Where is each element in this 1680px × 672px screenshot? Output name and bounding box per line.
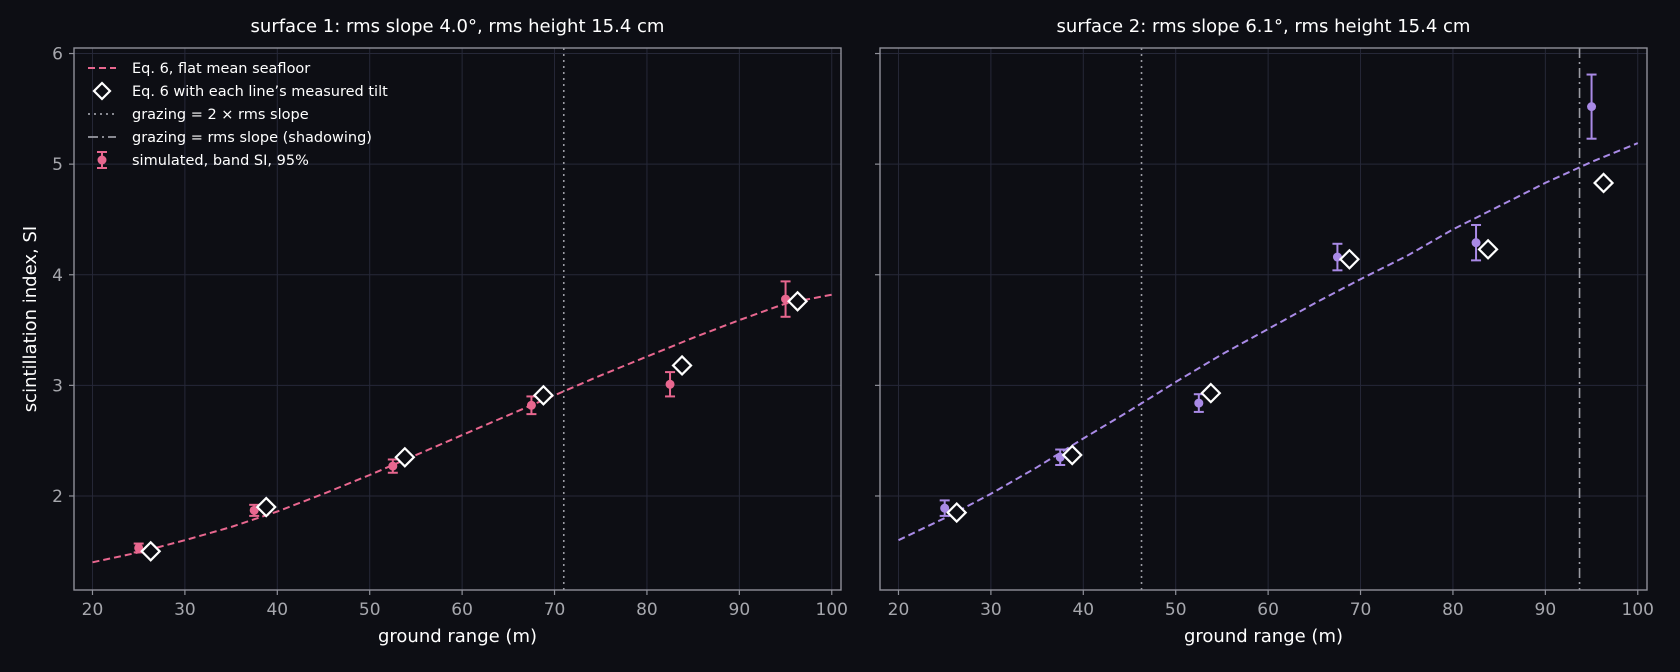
sim-point-4 xyxy=(1471,223,1482,262)
tilt-diamond-2 xyxy=(394,446,416,468)
axes-frame-surface-2 xyxy=(879,47,1648,591)
x-tick-label: 40 xyxy=(1072,600,1094,620)
sim-point-2 xyxy=(387,458,398,474)
sim-point-1 xyxy=(249,503,260,517)
legend-swatch xyxy=(97,155,107,165)
legend-item-two_rms: grazing = 2 × rms slope xyxy=(88,107,309,123)
x-tick-label: 100 xyxy=(816,600,848,620)
sim-marker xyxy=(388,461,398,471)
legend-label: simulated, band SI, 95% xyxy=(132,153,309,169)
x-tick-label: 70 xyxy=(544,600,566,620)
x-tick-label: 100 xyxy=(1622,600,1654,620)
x-tick-label: 80 xyxy=(1442,600,1464,620)
x-tick-label: 30 xyxy=(174,600,196,620)
plot-area-surface-1 xyxy=(74,48,841,590)
gridlines-surface-2 xyxy=(880,48,1647,590)
tilt-diamond-4 xyxy=(1477,238,1499,260)
gridlines-surface-1 xyxy=(74,48,841,590)
sim-point-1 xyxy=(1055,448,1066,467)
legend-label: Eq. 6 with each line’s measured tilt xyxy=(132,84,388,100)
sim-marker xyxy=(1587,102,1597,112)
tilt-diamond-5 xyxy=(1593,172,1615,194)
x-tick-label: 50 xyxy=(1165,600,1187,620)
tilt-diamond-3 xyxy=(1338,248,1360,270)
y-tick-label: 6 xyxy=(52,45,63,65)
x-tick-label: 20 xyxy=(888,600,910,620)
legend-item-rms: grazing = rms slope (shadowing) xyxy=(88,130,372,146)
axes-frame-surface-1 xyxy=(73,47,842,591)
x-tick-label: 60 xyxy=(451,600,473,620)
x-axis-label-surface-2: ground range (m) xyxy=(1184,626,1343,647)
legend-item-model_flat: Eq. 6, flat mean seafloor xyxy=(88,61,310,77)
panel-surface-2: 20 30 40 50 60 70 80 90 100 surface 2: rms slope… xyxy=(875,16,1654,647)
legend-label: grazing = rms slope (shadowing) xyxy=(132,130,372,146)
tilt-diamond-1 xyxy=(1061,444,1083,466)
model-flat-line xyxy=(898,142,1639,542)
legend-label: grazing = 2 × rms slope xyxy=(132,107,309,123)
sim-marker xyxy=(134,543,144,553)
x-tick-label: 50 xyxy=(359,600,381,620)
x-tick-label: 60 xyxy=(1257,600,1279,620)
sim-marker xyxy=(665,379,675,389)
y-tick-label: 4 xyxy=(52,266,63,286)
sim-marker xyxy=(526,400,536,410)
series-surface-1 xyxy=(92,280,832,564)
sim-point-4 xyxy=(665,371,676,398)
tilt-diamond-2 xyxy=(1200,382,1222,404)
ticks-surface-2: 20 30 40 50 60 70 80 90 100 xyxy=(875,52,1654,620)
sim-marker xyxy=(940,503,950,513)
legend-swatch xyxy=(92,81,112,101)
sim-point-0 xyxy=(939,499,950,517)
x-tick-label: 90 xyxy=(729,600,751,620)
tilt-diamond-1 xyxy=(255,496,277,518)
legend-label: Eq. 6, flat mean seafloor xyxy=(132,61,310,77)
reference-lines-surface-2 xyxy=(1140,48,1581,590)
ticks-surface-1: 20 30 40 50 60 70 80 90 100 2 3 4 5 6 xyxy=(52,45,848,620)
x-tick-label: 20 xyxy=(82,600,104,620)
plot-area-surface-2 xyxy=(880,48,1647,590)
x-tick-label: 40 xyxy=(266,600,288,620)
y-tick-label: 5 xyxy=(52,155,63,175)
model-flat-line xyxy=(92,293,832,564)
sim-point-5 xyxy=(1586,73,1597,140)
panel-title-surface-2: surface 2: rms slope 6.1°, rms height 15… xyxy=(1057,16,1471,37)
legend-item-sim: simulated, band SI, 95% xyxy=(97,151,309,169)
sim-marker xyxy=(1471,238,1481,248)
y-tick-label: 2 xyxy=(52,487,63,507)
panel-title-surface-1: surface 1: rms slope 4.0°, rms height 15… xyxy=(251,16,665,37)
x-tick-label: 70 xyxy=(1350,600,1372,620)
sim-marker xyxy=(1194,398,1204,408)
sim-marker xyxy=(249,505,259,515)
x-axis-label-surface-1: ground range (m) xyxy=(378,626,537,647)
x-tick-label: 80 xyxy=(636,600,658,620)
x-tick-label: 90 xyxy=(1535,600,1557,620)
tilt-diamond-3 xyxy=(532,384,554,406)
y-axis-label: scintillation index, SI xyxy=(20,226,41,412)
tilt-diamond-4 xyxy=(671,354,693,377)
tilt-diamond-0 xyxy=(946,502,968,524)
x-tick-label: 30 xyxy=(980,600,1002,620)
tilt-diamond-0 xyxy=(140,540,162,562)
y-tick-label: 3 xyxy=(52,376,63,396)
series-surface-2 xyxy=(898,73,1639,542)
panel-surface-1: 20 30 40 50 60 70 80 90 100 2 3 4 5 6 surface 1: rms … xyxy=(20,16,848,647)
tilt-diamond-5 xyxy=(787,290,809,312)
legend: Eq. 6, flat mean seafloor Eq. 6 with each… xyxy=(88,61,388,169)
legend-item-model_tilt: Eq. 6 with each line’s measured tilt xyxy=(92,81,388,101)
